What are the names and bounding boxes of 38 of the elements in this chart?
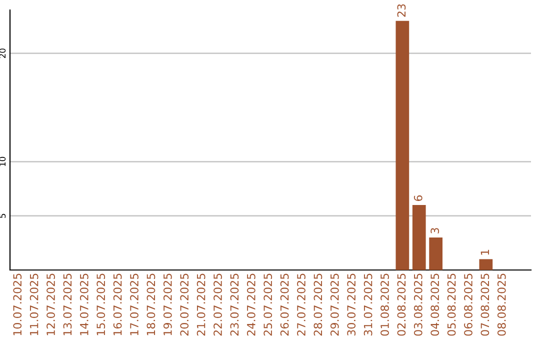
x-tick-label: 17.07.2025: [130, 274, 138, 336]
bar: [429, 238, 442, 270]
x-tick-label: 25.07.2025: [264, 274, 272, 336]
x-tick-label: 06.08.2025: [464, 274, 472, 336]
x-tick-label: 03.08.2025: [414, 274, 422, 336]
x-tick-label: 16.07.2025: [113, 274, 122, 336]
x-tick-label: 27.07.2025: [297, 274, 306, 336]
x-tick-label: 11.07.2025: [30, 274, 38, 336]
x-tick-label: 19.07.2025: [163, 274, 172, 336]
x-tick-label: 22.07.2025: [214, 274, 222, 336]
bar: [412, 205, 426, 270]
x-tick-label: 23.07.2025: [230, 274, 239, 336]
x-tick-label: 31.07.2025: [364, 274, 372, 336]
x-tick-label: 07.08.2025: [480, 274, 490, 336]
x-tick-label: 05.08.2025: [447, 274, 456, 336]
data-label: 23: [397, 4, 406, 17]
x-tick-label: 18.07.2025: [146, 274, 156, 336]
x-tick-label: 29.07.2025: [330, 274, 339, 336]
x-tick-label: 04.08.2025: [430, 274, 440, 336]
x-tick-label: 20.07.2025: [180, 274, 189, 336]
x-tick-label: 30.07.2025: [347, 274, 356, 336]
x-tick-label: 01.08.2025: [380, 274, 389, 336]
x-tick-label: 14.07.2025: [80, 274, 88, 336]
bar: [479, 259, 493, 270]
data-label: 6: [414, 195, 422, 201]
x-tick-label: 24.07.2025: [246, 274, 256, 336]
x-tick-label: 15.07.2025: [96, 274, 106, 336]
x-tick-label: 02.08.2025: [397, 274, 406, 336]
x-tick-label: 28.07.2025: [314, 274, 322, 336]
data-label: 3: [430, 228, 440, 234]
bar: [396, 20, 410, 270]
x-tick-label: 26.07.2025: [280, 274, 289, 336]
data-label: 1: [480, 250, 489, 255]
x-tick-label: 10.07.2025: [13, 274, 22, 336]
x-tick-label: 12.07.2025: [46, 274, 55, 336]
x-tick-label: 21.07.2025: [196, 274, 206, 336]
x-tick-label: 08.08.2025: [497, 274, 506, 336]
x-tick-label: 13.07.2025: [63, 274, 72, 336]
